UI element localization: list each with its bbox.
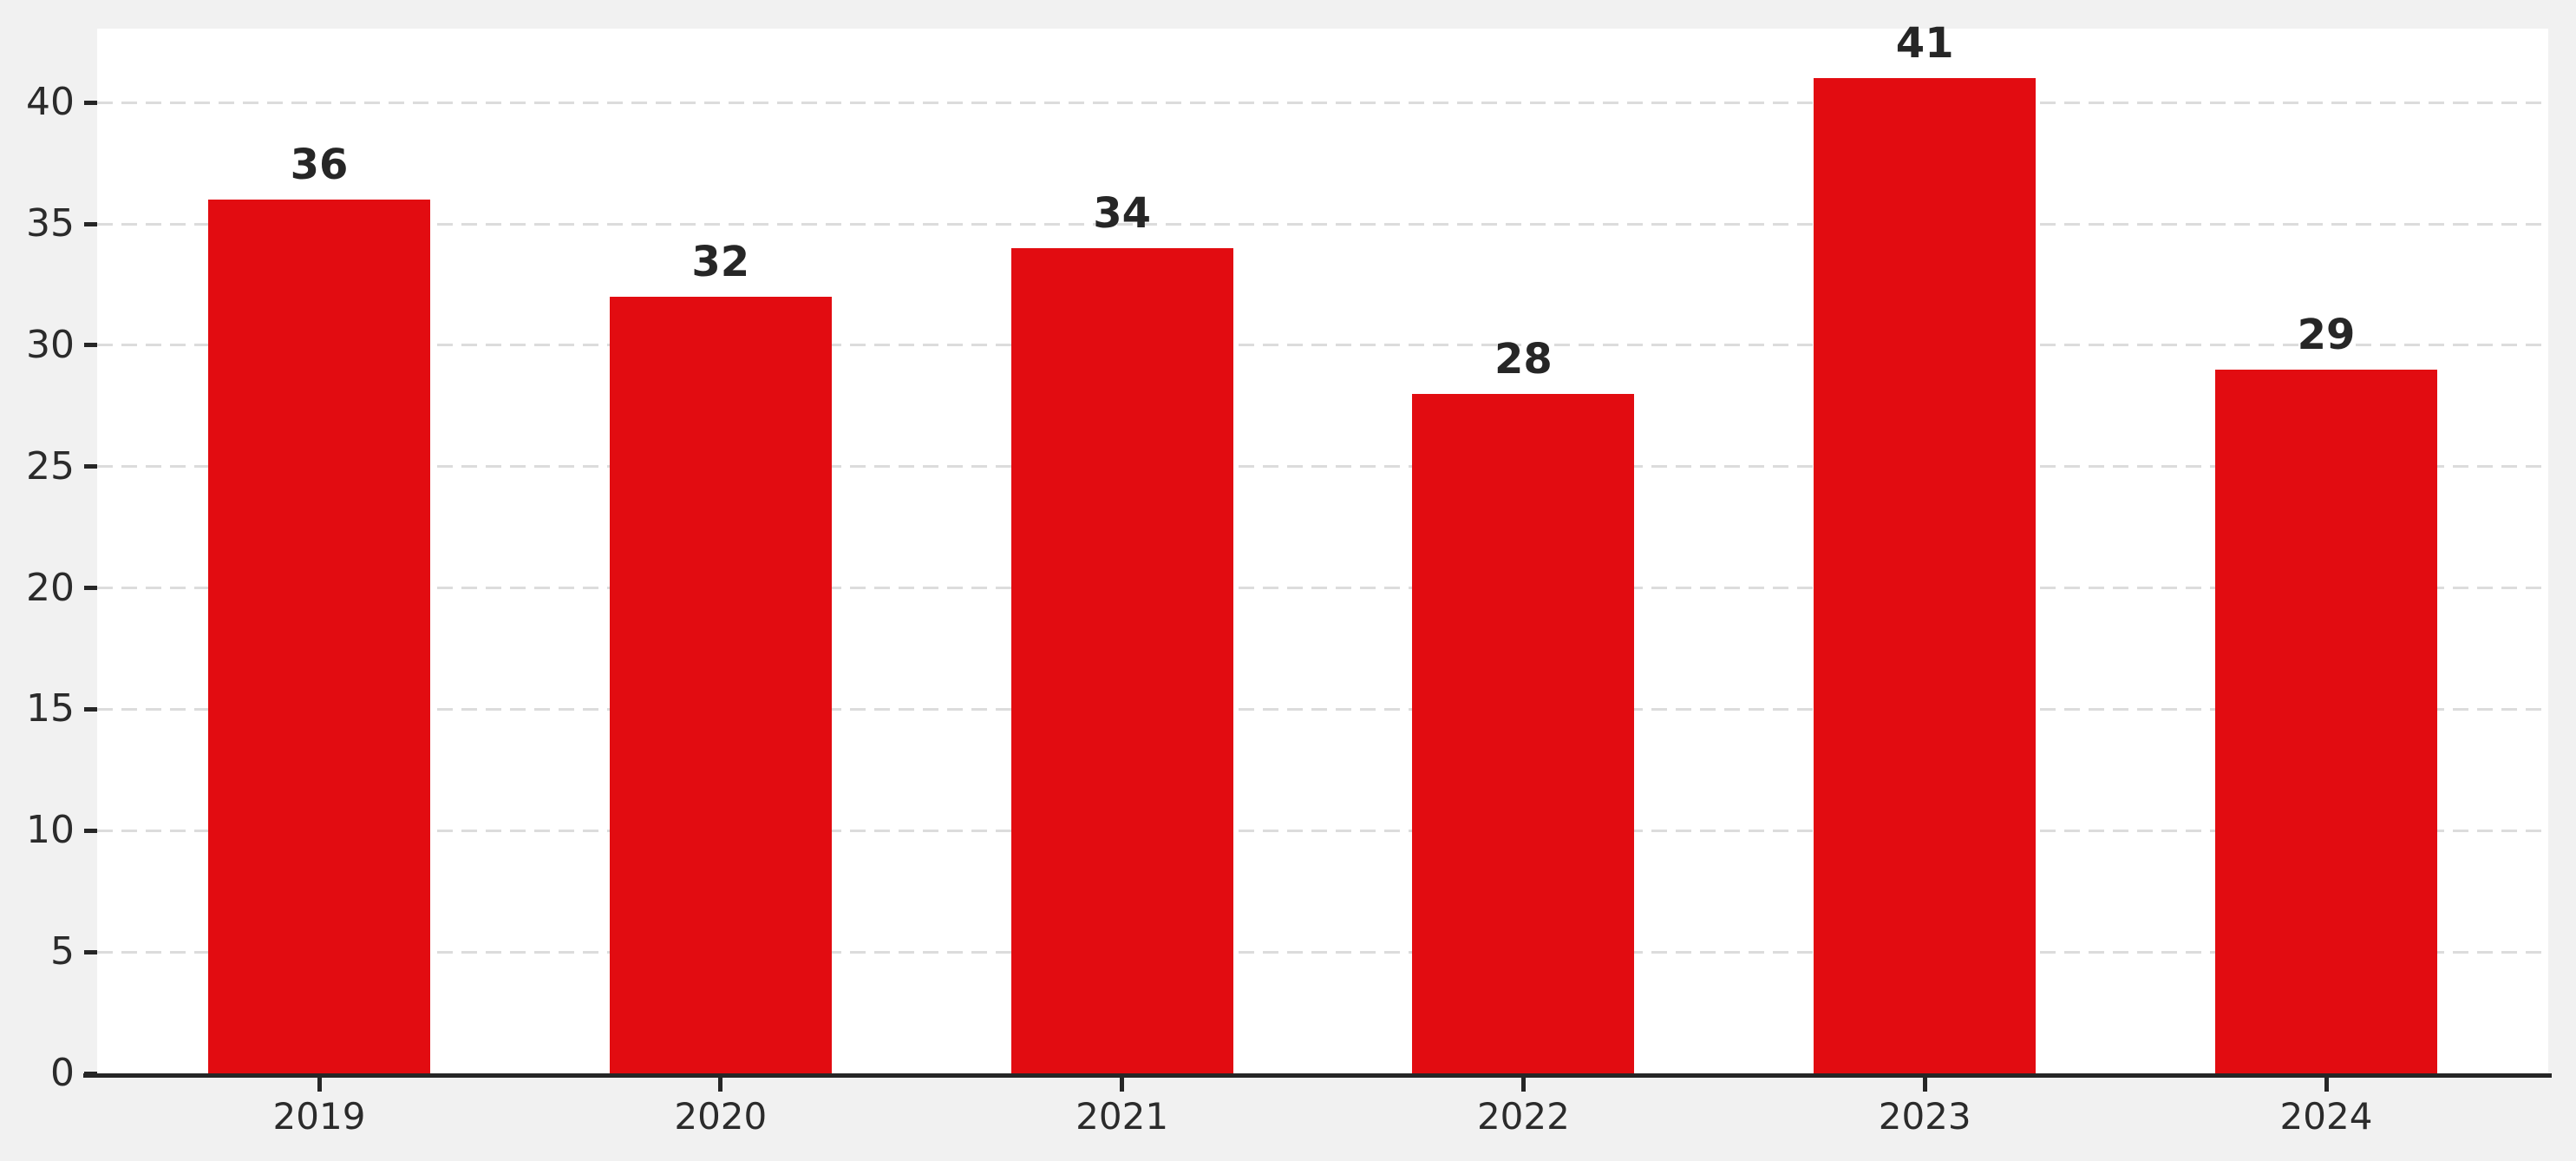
x-axis-line [83, 1073, 2552, 1078]
gridline [97, 829, 2548, 832]
x-tick [317, 1078, 322, 1092]
y-tick-label: 20 [26, 565, 75, 610]
y-tick-label: 35 [26, 201, 75, 246]
plot-area: 36 32 34 28 41 29 [97, 23, 2548, 1073]
gridline [97, 707, 2548, 711]
gridline [97, 587, 2548, 590]
y-tick-label: 15 [26, 686, 75, 731]
bar-2021 [1010, 248, 1233, 1073]
gridline [97, 950, 2548, 954]
y-tick [84, 343, 97, 348]
x-tick-label-2023: 2023 [1878, 1095, 1971, 1138]
y-tick [84, 221, 97, 226]
y-tick [84, 949, 97, 954]
y-tick-label: 30 [26, 322, 75, 367]
x-tick-label-2024: 2024 [2279, 1095, 2373, 1138]
y-tick [84, 706, 97, 712]
bar-value-label: 32 [691, 238, 750, 287]
y-tick-label: 40 [26, 80, 75, 125]
y-tick [84, 586, 97, 591]
y-tick-label: 0 [50, 1051, 75, 1095]
gridline [97, 465, 2548, 469]
x-tick-label-2020: 2020 [674, 1095, 768, 1138]
x-tick [1120, 1078, 1125, 1092]
bar-2019 [208, 200, 430, 1073]
x-tick-label-2021: 2021 [1076, 1095, 1169, 1138]
gridline [97, 344, 2548, 347]
y-tick [84, 1071, 97, 1076]
bar-2020 [609, 297, 832, 1073]
x-tick [1922, 1078, 1927, 1092]
y-tick-label: 25 [26, 443, 75, 489]
y-tick [84, 828, 97, 833]
bar-2023 [1814, 78, 2037, 1073]
bar-value-label: 34 [1093, 189, 1151, 239]
bar-value-label: 29 [2297, 310, 2356, 359]
y-tick-label: 10 [26, 808, 75, 853]
gridline [97, 222, 2548, 226]
x-tick-label-2019: 2019 [272, 1095, 366, 1138]
bar-2022 [1412, 393, 1635, 1073]
y-tick [84, 464, 97, 469]
bar-value-label: 41 [1895, 19, 1954, 69]
y-tick [84, 100, 97, 105]
bar-value-label: 36 [290, 141, 349, 190]
y-tick-label: 5 [50, 929, 75, 974]
bar-value-label: 28 [1494, 334, 1553, 384]
x-tick [718, 1078, 723, 1092]
x-tick [2324, 1078, 2329, 1092]
bar-2024 [2215, 369, 2437, 1073]
x-tick [1520, 1078, 1526, 1092]
gridline [97, 101, 2548, 104]
x-tick-label-2022: 2022 [1476, 1095, 1570, 1138]
